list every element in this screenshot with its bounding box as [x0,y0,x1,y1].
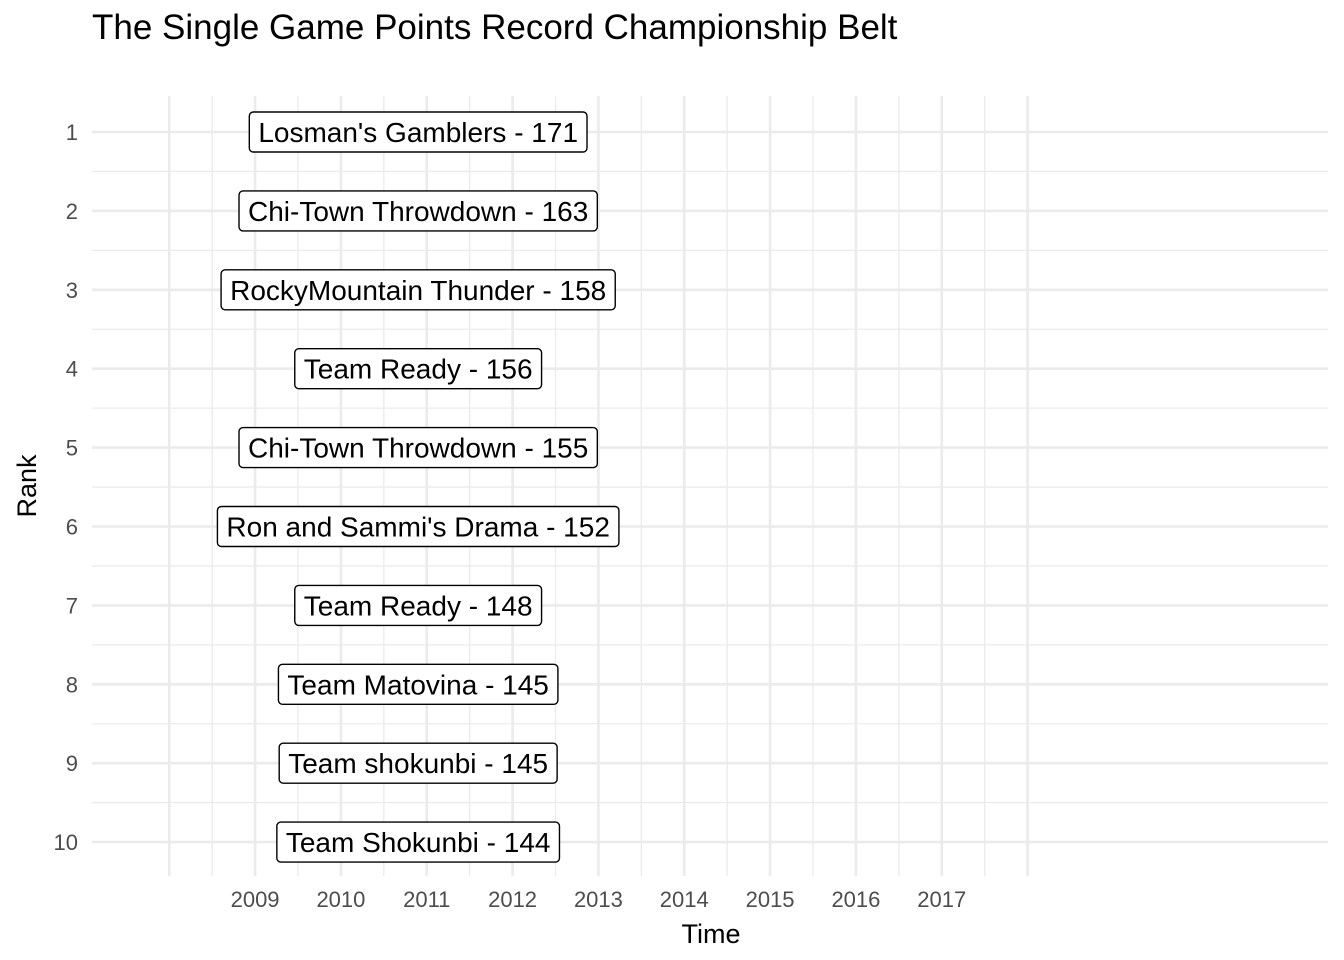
y-tick-label: 5 [66,436,78,461]
record-label: Team Ready - 156 [294,348,543,390]
x-tick-labels: 2009 2010 2011 2012 2013 2014 2015 2016 2017 [231,887,967,912]
record-label-text: Losman's Gamblers - 171 [258,117,578,148]
y-tick-label: 4 [66,357,78,382]
y-tick-label: 2 [66,199,78,224]
x-tick-label: 2012 [488,887,537,912]
x-tick-label: 2016 [831,887,880,912]
record-label-box [238,190,599,232]
record-label-text: Ron and Sammi's Drama - 152 [226,512,610,543]
record-label: Team shokunbi - 145 [278,742,558,784]
record-label: Team Ready - 148 [294,584,543,627]
x-tick-label: 2009 [231,887,280,912]
record-label-text: Team Ready - 148 [304,590,533,621]
record-label: Ron and Sammi's Drama - 152 [216,505,620,548]
record-label-box [276,821,561,863]
y-tick-label: 3 [66,278,78,303]
record-label-box [294,348,543,390]
record-label-box [248,111,588,153]
record-label-box [220,269,616,311]
record-label-text: Team Ready - 156 [304,354,533,385]
x-tick-label: 2014 [660,887,709,912]
record-labels: Losman's Gamblers - 171 Chi-Town Throwdow… [216,111,620,863]
x-tick-label: 2010 [316,887,365,912]
x-tick-label: 2011 [403,887,450,912]
y-tick-label: 1 [66,120,78,145]
x-tick-label: 2015 [746,887,795,912]
record-label-text: Chi-Town Throwdown - 155 [248,433,588,464]
record-label-box [294,584,543,627]
record-label-box [277,663,559,705]
record-label: Team Matovina - 145 [277,663,559,705]
chart-title: The Single Game Points Record Championsh… [92,8,898,47]
record-label: Chi-Town Throwdown - 155 [238,426,599,469]
record-label-box [216,505,620,548]
y-tick-label: 7 [66,593,78,618]
y-tick-label: 8 [66,672,78,697]
record-label-text: Team shokunbi - 145 [288,748,548,779]
record-label-text: Chi-Town Throwdown - 163 [248,196,588,227]
record-label: Losman's Gamblers - 171 [248,111,588,153]
y-tick-label: 10 [54,830,78,855]
record-label: RockyMountain Thunder - 158 [220,269,616,311]
x-axis-title: Time [682,919,741,949]
record-label: Chi-Town Throwdown - 163 [238,190,599,232]
x-tick-label: 2017 [917,887,966,912]
record-label: Team Shokunbi - 144 [276,821,561,863]
y-axis-title: Rank [12,454,42,518]
y-tick-label: 6 [66,515,78,540]
y-tick-label: 9 [66,751,78,776]
x-tick-label: 2013 [574,887,623,912]
y-tick-labels: 1 2 3 4 5 6 7 8 9 10 [54,120,78,855]
record-label-box [238,426,599,469]
record-label-text: RockyMountain Thunder - 158 [230,275,606,306]
record-label-text: Team Shokunbi - 144 [286,827,551,858]
record-label-box [278,742,558,784]
record-label-text: Team Matovina - 145 [287,669,548,700]
